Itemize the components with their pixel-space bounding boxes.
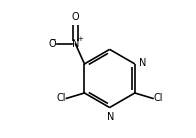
Text: Cl: Cl — [56, 93, 66, 103]
Text: −: − — [49, 35, 55, 44]
Text: O: O — [48, 39, 56, 49]
Text: N: N — [107, 112, 115, 122]
Text: +: + — [78, 36, 83, 42]
Text: O: O — [72, 12, 79, 22]
Text: Cl: Cl — [154, 93, 163, 103]
Text: N: N — [139, 58, 147, 68]
Text: N: N — [72, 39, 79, 49]
